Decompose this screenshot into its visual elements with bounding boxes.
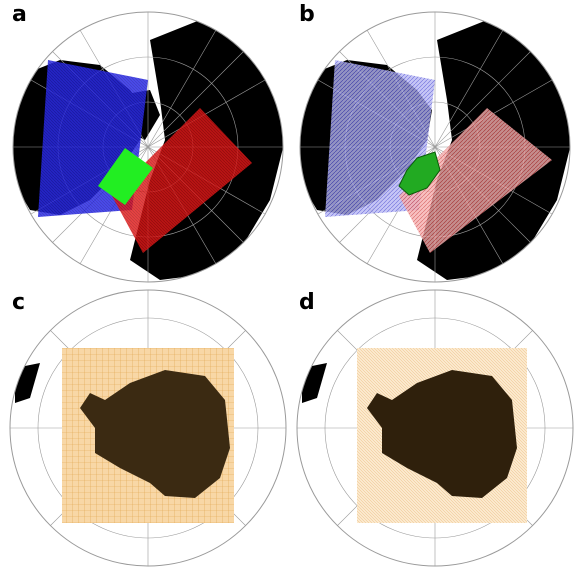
panel-label-b: b xyxy=(299,2,315,27)
land-antarctica xyxy=(80,370,230,498)
arctic-map-a xyxy=(12,11,284,283)
panel-label-c: c xyxy=(12,290,26,315)
land-antarctica xyxy=(367,370,517,498)
panel-d: d xyxy=(287,288,574,575)
red-domain xyxy=(112,108,252,253)
panel-label-d: d xyxy=(299,290,315,315)
panel-a: a xyxy=(0,0,287,287)
panel-b: b xyxy=(287,0,574,287)
panel-label-a: a xyxy=(12,2,27,27)
antarctic-map-d xyxy=(296,289,574,567)
green-domain xyxy=(98,148,153,205)
panel-c: c xyxy=(0,288,287,575)
arctic-map-b xyxy=(299,11,571,283)
red-domain xyxy=(399,108,552,253)
antarctic-map-c xyxy=(9,289,287,567)
green-domain xyxy=(398,151,441,196)
